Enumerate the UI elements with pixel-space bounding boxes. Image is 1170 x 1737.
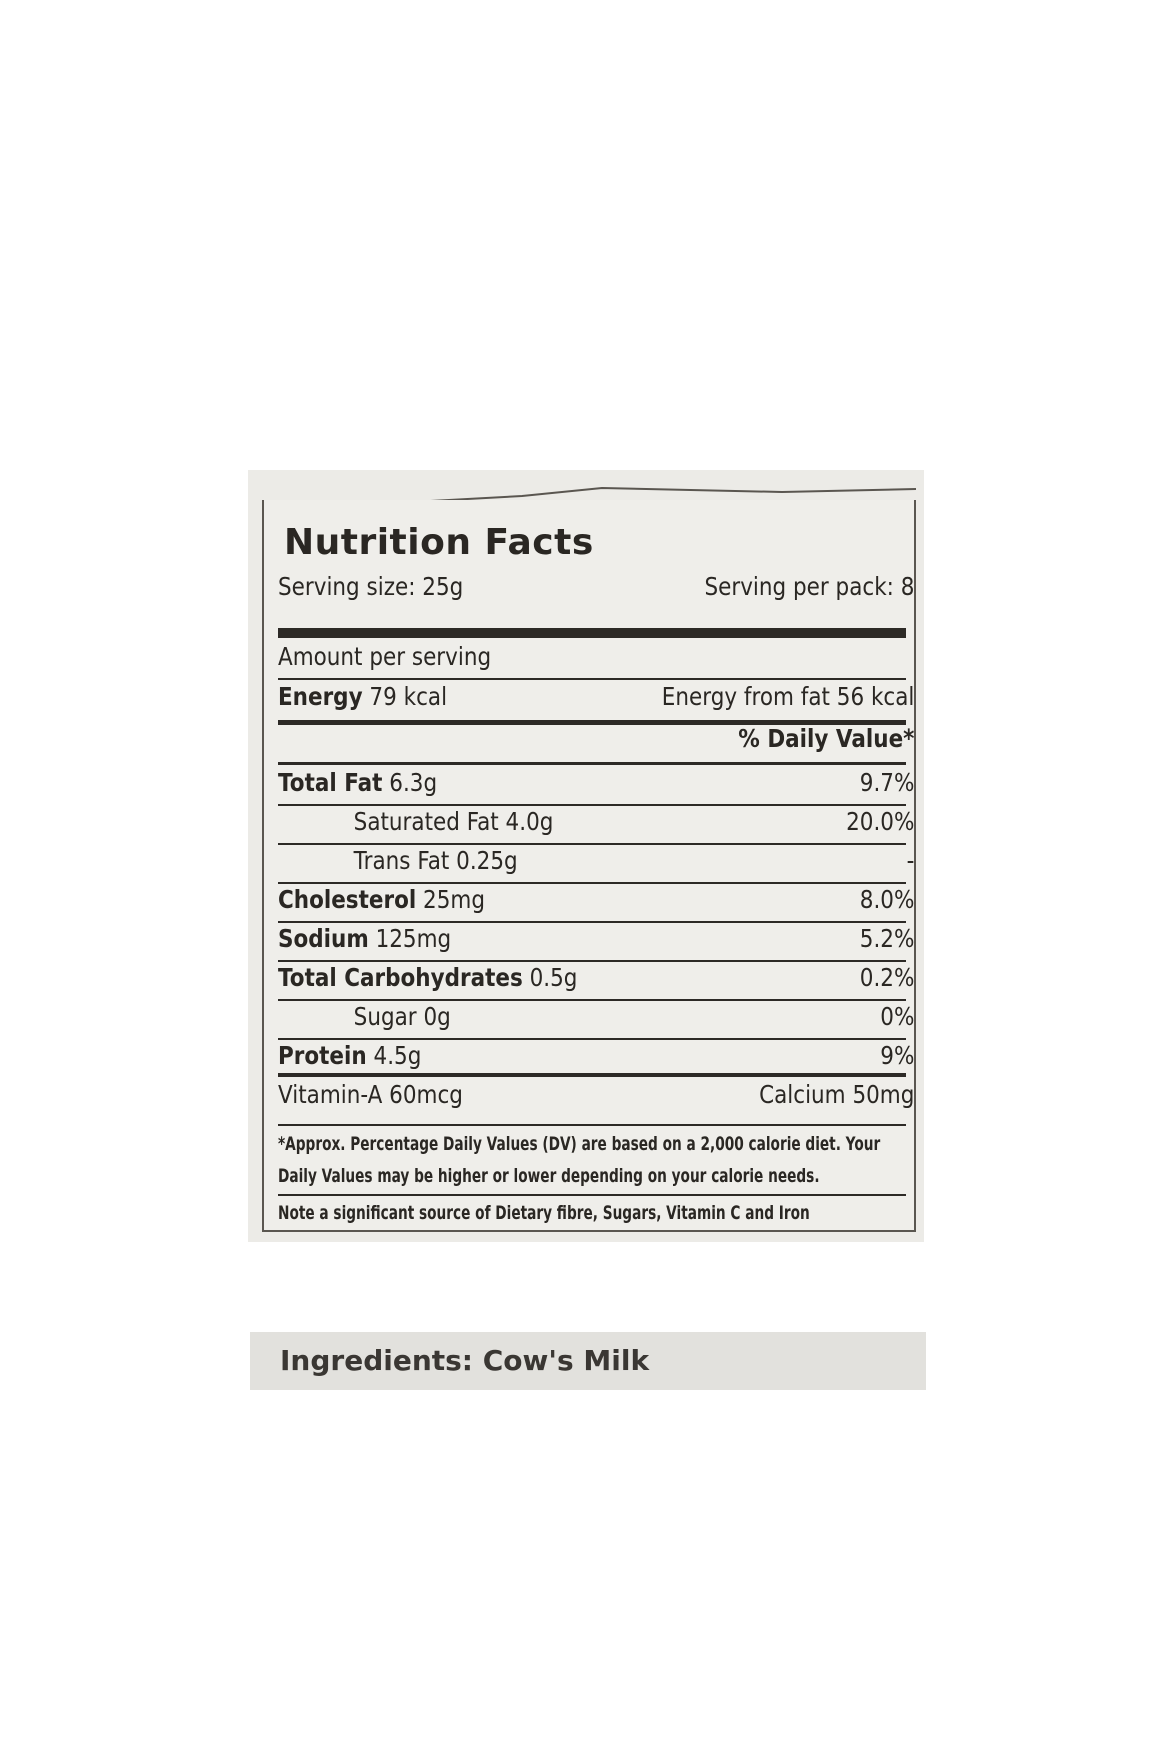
nutrient-name: Total Carbohydrates bbox=[278, 963, 523, 992]
thick-divider bbox=[278, 628, 906, 638]
divider bbox=[278, 1038, 906, 1040]
energy-from-fat: Energy from fat 56 kcal bbox=[661, 682, 915, 711]
divider bbox=[278, 882, 906, 884]
nutrient-row: Cholesterol 25mg 8.0% bbox=[278, 885, 914, 914]
nutrient-name: Cholesterol bbox=[278, 885, 417, 914]
nutrient-row: Trans Fat 0.25g - bbox=[278, 846, 915, 875]
calcium: Calcium 50mg bbox=[759, 1080, 915, 1109]
divider bbox=[278, 921, 906, 923]
energy-name: Energy bbox=[278, 682, 363, 711]
nutrient-dv: 8.0% bbox=[859, 885, 915, 914]
divider bbox=[278, 678, 906, 680]
nutrient-name: Sugar bbox=[353, 1002, 417, 1031]
nutrient-dv: 0% bbox=[880, 1002, 915, 1031]
nutrient-dv: 9.7% bbox=[859, 768, 915, 797]
vitamins-row: Vitamin-A 60mcg Calcium 50mg bbox=[278, 1080, 914, 1109]
nutrient-amount: 0g bbox=[423, 1002, 451, 1031]
nutrient-dv: 9% bbox=[880, 1041, 915, 1070]
nutrient-amount: 6.3g bbox=[389, 768, 438, 797]
nutrient-row: Sodium 125mg 5.2% bbox=[278, 924, 914, 953]
amount-label: Amount per serving bbox=[278, 642, 492, 671]
nutrient-dv: 5.2% bbox=[859, 924, 915, 953]
nutrient-name: Trans Fat bbox=[353, 846, 450, 875]
nutrient-row: Protein 4.5g 9% bbox=[278, 1041, 914, 1070]
energy-value: 79 kcal bbox=[369, 682, 448, 711]
nutrient-row: Sugar 0g 0% bbox=[278, 1002, 915, 1031]
nutrient-amount: 4.0g bbox=[505, 807, 554, 836]
serving-row: Serving size: 25g Serving per pack: 8 bbox=[278, 572, 914, 601]
nutrient-dv: 0.2% bbox=[859, 963, 915, 992]
divider bbox=[278, 843, 906, 845]
divider bbox=[278, 762, 906, 765]
panel-title: Nutrition Facts bbox=[284, 522, 594, 563]
ingredients-bar: Ingredients: Cow's Milk bbox=[250, 1332, 926, 1390]
servings-per-pack: Serving per pack: 8 bbox=[704, 572, 915, 601]
nutrition-facts-panel: Nutrition Facts Serving size: 25g Servin… bbox=[262, 500, 916, 1232]
serving-size: Serving size: 25g bbox=[278, 572, 464, 601]
footnote: *Approx. Percentage Daily Values (DV) ar… bbox=[278, 1133, 881, 1187]
nutrient-row: Saturated Fat 4.0g 20.0% bbox=[278, 807, 915, 836]
nutrient-row: Total Fat 6.3g 9.7% bbox=[278, 768, 914, 797]
nutrient-name: Saturated Fat bbox=[353, 807, 499, 836]
daily-value-header: % Daily Value* bbox=[738, 724, 915, 753]
divider bbox=[278, 804, 906, 806]
divider bbox=[278, 1073, 906, 1077]
nutrient-amount: 0.25g bbox=[456, 846, 518, 875]
divider bbox=[278, 720, 906, 725]
nutrient-row: Total Carbohydrates 0.5g 0.2% bbox=[278, 963, 914, 992]
nutrient-name: Protein bbox=[278, 1041, 367, 1070]
dv-header-row: % Daily Value* bbox=[278, 724, 914, 753]
nutrient-amount: 0.5g bbox=[529, 963, 578, 992]
nutrient-dv: - bbox=[906, 846, 915, 875]
vitamin-a: Vitamin-A 60mcg bbox=[278, 1080, 463, 1109]
nutrient-dv: 20.0% bbox=[846, 807, 915, 836]
divider bbox=[278, 960, 906, 962]
amount-per-serving: Amount per serving bbox=[278, 642, 914, 671]
ingredients: Ingredients: Cow's Milk bbox=[280, 1344, 650, 1377]
nutrient-amount: 4.5g bbox=[373, 1041, 422, 1070]
nutrient-name: Total Fat bbox=[278, 768, 383, 797]
nutrient-amount: 25mg bbox=[423, 885, 486, 914]
divider bbox=[278, 1124, 906, 1126]
nutrient-name: Sodium bbox=[278, 924, 369, 953]
divider bbox=[278, 1194, 906, 1196]
divider bbox=[278, 999, 906, 1001]
note: Note a significant source of Dietary fib… bbox=[278, 1202, 810, 1224]
energy-row: Energy 79 kcal Energy from fat 56 kcal bbox=[278, 682, 914, 711]
nutrient-amount: 125mg bbox=[375, 924, 452, 953]
